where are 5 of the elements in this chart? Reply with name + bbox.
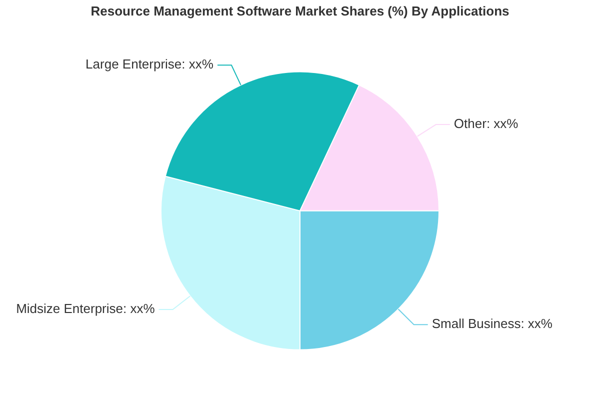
- chart-title: Resource Management Software Market Shares (%) By Applications: [90, 3, 510, 18]
- slice-label: Large Enterprise: xx%: [86, 56, 214, 72]
- slice-label: Other: xx%: [454, 116, 519, 132]
- slice-label: Midsize Enterprise: xx%: [16, 301, 156, 316]
- slice-label: Small Business: xx%: [432, 316, 553, 332]
